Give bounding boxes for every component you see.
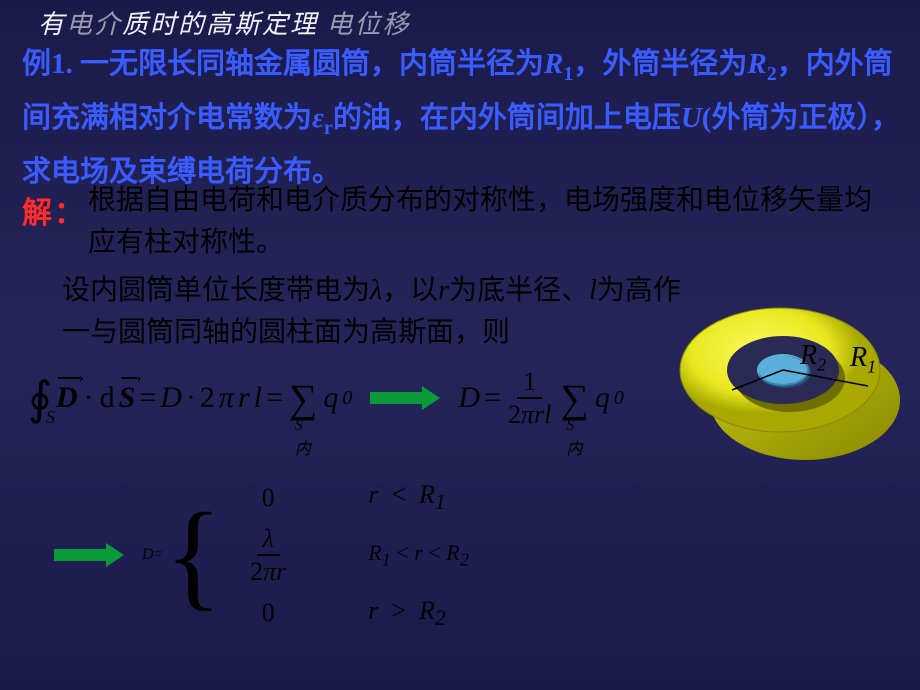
arrow-icon [370,386,440,410]
slide-title: 有电介质时的高斯定理 电位移 [38,4,411,41]
arrow-icon [54,543,124,567]
equation-gauss: ∮S D› · dS› = D·2πrl = ∑S内 q0 D = 1 2πrl… [28,368,624,429]
problem-statement: 例1. 一无限长同轴金属圆筒，内筒半径为R1，外筒半径为R2，内外筒间充满相对介… [22,42,900,194]
solution-text-2: 设内圆筒单位长度带电为λ，以r为底半径、l为高作一与圆筒同轴的圆柱面为高斯面，则 [62,270,690,354]
equation-cases: D = { 0 r < R1 λ 2πr R1 < r < R2 0 r > R… [40,480,469,631]
solution-text-1: 根据自由电荷和电介质分布的对称性，电场强度和电位移矢量均应有柱对称性。 [88,180,890,264]
solution-label: 解： [22,188,86,232]
coaxial-cylinder-diagram: R2 R1 [650,260,910,490]
